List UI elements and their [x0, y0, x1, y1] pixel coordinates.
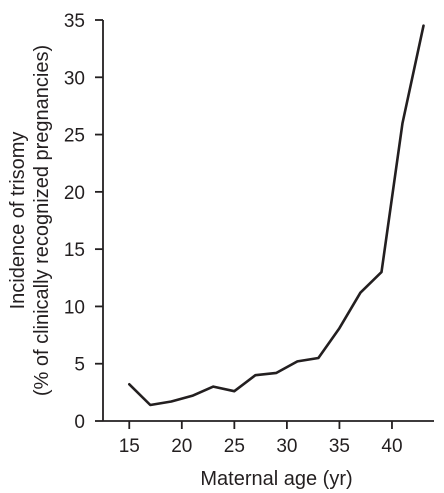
x-tick-label: 25 [224, 436, 245, 457]
y-tick-label: 0 [74, 412, 85, 433]
axes [102, 20, 434, 422]
series-line [128, 24, 425, 407]
y-tick-label: 25 [64, 126, 85, 147]
y-tick-label: 5 [74, 355, 85, 376]
x-tick-label: 30 [276, 436, 297, 457]
x-tick-label: 35 [329, 436, 350, 457]
y-axis-title-line-2: (% of clinically recognized pregnancies) [31, 45, 53, 396]
y-tick-label: 10 [64, 297, 85, 318]
y-tick-label: 15 [64, 240, 85, 261]
x-tick-label: 15 [119, 436, 140, 457]
y-tick-label: 20 [64, 183, 85, 204]
y-tick-label: 30 [64, 68, 85, 89]
y-tick-label: 35 [64, 11, 85, 32]
y-axis-title-line-1: Incidence of trisomy [7, 132, 29, 310]
x-ticks: 15 20 25 30 35 40 [119, 421, 403, 457]
x-tick-label: 40 [381, 436, 402, 457]
plot-area [128, 24, 425, 407]
y-ticks: 0 5 10 15 20 25 30 35 [64, 11, 103, 433]
x-axis-title: Maternal age (yr) [200, 468, 352, 490]
x-tick-label: 20 [171, 436, 192, 457]
